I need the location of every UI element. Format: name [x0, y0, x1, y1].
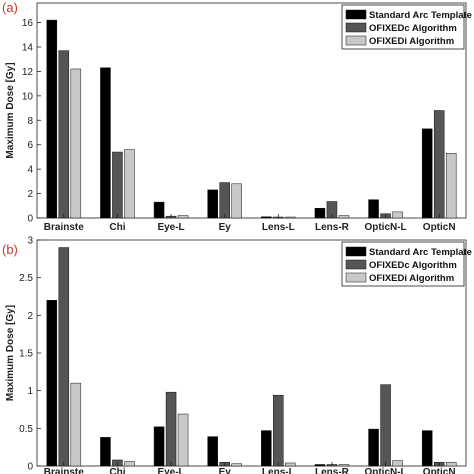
- x-tick-label: Brainste: [44, 222, 84, 233]
- y-tick-label: 4: [27, 165, 33, 176]
- x-tick-label: Lens-L: [262, 467, 295, 474]
- bar-lens-r-series-3: [338, 464, 350, 467]
- legend-label-3: OFIXEDi Algorithm: [369, 36, 454, 47]
- bar-brainstem-series-3: [70, 68, 82, 219]
- bar-eye-l-series-1: [153, 426, 165, 467]
- bar-brainstem-series-2: [58, 50, 70, 219]
- bar-lens-r-series-1: [314, 207, 326, 219]
- bar-lens-l-series-1: [261, 430, 272, 467]
- y-axis-title: Maximum Dose [Gy]: [5, 305, 16, 401]
- legend-label-1: Standard Arc Template: [369, 247, 472, 258]
- bar-lens-r-series-3: [338, 215, 350, 219]
- x-tick-label: Ey: [219, 222, 232, 233]
- x-tick-label: OpticN-L: [364, 467, 406, 474]
- bar-opticn-r-series-1: [421, 430, 433, 467]
- bar-brainstem-series-1: [46, 19, 58, 219]
- x-tick-label: Eye-L: [157, 222, 184, 233]
- bar-lens-l-series-2: [273, 394, 284, 467]
- y-tick-label: 2.5: [19, 273, 33, 284]
- legend-swatch-1: [345, 9, 367, 20]
- legend-label-1: Standard Arc Template: [369, 10, 472, 21]
- bar-eye-l-series-3: [177, 215, 189, 219]
- bar-lens-l-series-1: [261, 216, 272, 219]
- x-tick-label: Chi: [109, 467, 125, 474]
- bar-eye-r-series-1: [207, 189, 218, 219]
- bar-eye-r-series-2: [219, 182, 230, 219]
- legend: Standard Arc Template OFIXEDc Algorithm OF…: [341, 241, 472, 287]
- x-tick-label: Chi: [109, 222, 125, 233]
- bar-eye-l-series-3: [177, 413, 189, 467]
- y-tick-label: 14: [22, 42, 34, 53]
- bar-opticn-l-series-2: [380, 384, 391, 467]
- y-tick-label: 1: [27, 386, 33, 397]
- y-axis-title: Maximum Dose [Gy]: [5, 62, 16, 158]
- panel-label: (b): [2, 242, 18, 257]
- chart-panel-2: (b) 0 0.5 1 1.5 2 2.5 3 Maximum Dose [Gy] Brainst…: [2, 236, 472, 474]
- x-tick-label: OpticN-L: [364, 222, 406, 233]
- y-tick-label: 3: [27, 236, 33, 247]
- bar-chiasm-series-1: [100, 67, 111, 219]
- bar-brainstem-series-2: [58, 247, 70, 467]
- y-tick-label: 6: [27, 140, 33, 151]
- y-tick-label: 0.5: [19, 424, 33, 435]
- bar-eye-r-series-3: [231, 183, 242, 219]
- bar-eye-l-series-1: [153, 201, 165, 219]
- legend-label-2: OFIXEDc Algorithm: [369, 260, 457, 271]
- x-tick-label: Lens-R: [315, 467, 350, 474]
- bar-opticn-l-series-1: [368, 428, 379, 467]
- bar-chiasm-series-3: [124, 149, 135, 219]
- y-tick-label: 10: [22, 91, 34, 102]
- y-tick-label: 2: [27, 189, 33, 200]
- y-tick-label: 16: [22, 18, 34, 29]
- bar-chiasm-series-1: [100, 437, 111, 467]
- bar-opticn-r-series-1: [421, 128, 433, 219]
- bar-eye-l-series-2: [165, 391, 177, 467]
- bar-opticn-l-series-1: [368, 199, 379, 219]
- x-tick-label: Lens-L: [262, 222, 295, 233]
- y-tick-label: 1.5: [19, 349, 33, 360]
- y-tick-label: 12: [22, 67, 34, 78]
- x-tick-label: Brainste: [44, 467, 84, 474]
- bar-opticn-r-series-3: [445, 153, 457, 219]
- legend-label-2: OFIXEDc Algorithm: [369, 23, 457, 34]
- bar-brainstem-series-1: [46, 300, 58, 467]
- panel-label: (a): [2, 0, 18, 15]
- y-tick-label: 0: [27, 214, 33, 225]
- bar-eye-r-series-3: [231, 463, 242, 467]
- x-tick-label: Lens-R: [315, 222, 350, 233]
- chart-panel-1: (a) 0 2 4 6 8 10 12 14 16 Maximum Dose [Gy] Brainst…: [2, 0, 472, 233]
- bar-lens-l-series-3: [285, 462, 296, 467]
- y-tick-label: 0: [27, 462, 33, 473]
- bar-chiasm-series-2: [112, 151, 123, 219]
- y-tick-label: 2: [27, 311, 33, 322]
- bar-opticn-l-series-3: [392, 211, 403, 219]
- legend-swatch-1: [345, 246, 367, 257]
- bar-opticn-l-series-3: [392, 460, 403, 467]
- x-tick-label: Ey: [219, 467, 232, 474]
- legend-swatch-2: [345, 22, 367, 33]
- legend-swatch-2: [345, 259, 367, 270]
- bar-opticn-r-series-2: [433, 110, 445, 219]
- bar-chiasm-series-3: [124, 461, 135, 467]
- legend: Standard Arc Template OFIXEDc Algorithm OF…: [341, 4, 472, 50]
- legend-label-3: OFIXEDi Algorithm: [369, 273, 454, 284]
- x-tick-label: Eye-L: [157, 467, 184, 474]
- bar-lens-r-series-1: [314, 464, 326, 467]
- legend-swatch-3: [345, 272, 367, 283]
- bar-opticn-r-series-3: [445, 461, 457, 467]
- x-tick-label: OpticN: [423, 467, 456, 474]
- y-tick-label: 8: [27, 116, 33, 127]
- bar-brainstem-series-3: [70, 382, 82, 467]
- x-tick-label: OpticN: [423, 222, 456, 233]
- legend-swatch-3: [345, 35, 367, 46]
- bar-eye-r-series-1: [207, 436, 218, 467]
- bar-lens-l-series-3: [285, 216, 296, 219]
